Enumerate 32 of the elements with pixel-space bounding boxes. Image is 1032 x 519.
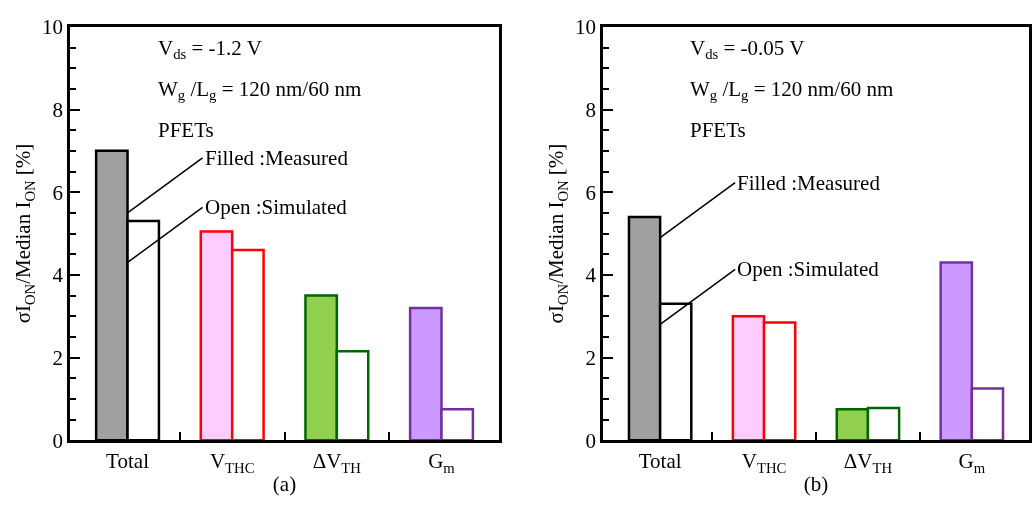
x-tick-label: ΔV$_{TH}$ [312, 449, 362, 476]
x-tick-label: V$_{THC}$ [741, 449, 787, 476]
annotation: Open :Simulated [205, 195, 348, 219]
y-tick-label: 2 [585, 345, 597, 370]
x-tick-label: G$_{m}$ [958, 449, 986, 476]
y-tick-label: 6 [585, 180, 597, 205]
y-tick-label: 8 [52, 97, 64, 122]
annotation: Filled :Measured [737, 171, 881, 195]
x-tick-label: G$_{m}$ [428, 449, 456, 476]
annotation: PFETs [690, 118, 746, 142]
x-tick-label: Total [638, 449, 682, 474]
x-tick-label: ΔV$_{TH}$ [843, 449, 893, 476]
y-tick-label: 0 [585, 428, 597, 453]
y-tick-label: 10 [575, 15, 597, 40]
annotation: Filled :Measured [205, 146, 349, 170]
y-tick-label: 10 [42, 15, 64, 40]
x-tick-label: Total [106, 449, 150, 474]
y-tick-label: 4 [52, 263, 64, 288]
annotation: PFETs [158, 118, 214, 142]
y-tick-label: 4 [585, 263, 597, 288]
annotation: W$_{g}$ /L$_{g}$ = 120 nm/60 nm [690, 77, 894, 104]
x-axis-title: (a) [272, 471, 297, 496]
x-tick-label: V$_{THC}$ [209, 449, 255, 476]
x-axis-title: (b) [803, 471, 829, 496]
y-tick-label: 8 [585, 97, 597, 122]
annotation: V$_{ds}$ = -0.05 V [690, 36, 805, 63]
y-tick-label: 6 [52, 180, 64, 205]
annotation: V$_{ds}$ = -1.2 V [158, 36, 262, 63]
annotation: W$_{g}$ /L$_{g}$ = 120 nm/60 nm [158, 77, 362, 104]
y-tick-label: 0 [52, 428, 64, 453]
annotation: Open :Simulated [737, 257, 880, 281]
y-tick-label: 2 [52, 345, 64, 370]
